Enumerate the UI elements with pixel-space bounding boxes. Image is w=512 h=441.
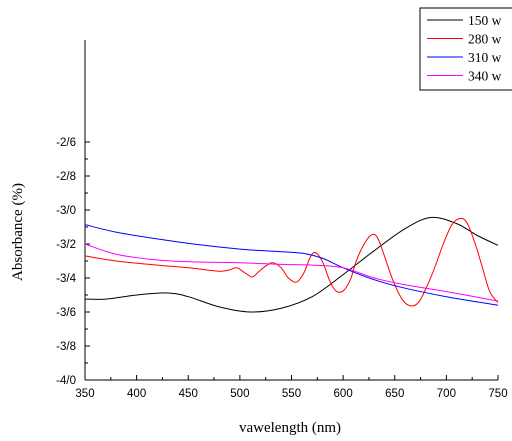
- y-axis: -4/0 -3/8 -3/6 -3/4 -3/2 -3/0 -2/8 -2/6: [56, 137, 90, 387]
- series-layer: [84, 216, 499, 313]
- x-tick-label: 700: [437, 388, 456, 400]
- y-tick-label: -2/6: [56, 137, 76, 149]
- x-axis: 350 400 450 500 550 600 650 700 750: [75, 375, 508, 400]
- y-tick-label: -3/4: [56, 273, 76, 285]
- legend-label: 150 w: [468, 13, 502, 28]
- x-tick-label: 600: [334, 388, 353, 400]
- series-line-1: [84, 216, 499, 313]
- plot-frame: [84, 40, 498, 381]
- legend-label: 280 w: [468, 32, 502, 47]
- series-line-3: [84, 224, 499, 306]
- legend-box: [419, 7, 512, 91]
- x-tick-label: 500: [230, 388, 249, 400]
- y-tick-label: -3/2: [56, 239, 76, 251]
- y-tick-label: -4/0: [56, 375, 76, 387]
- x-tick-label: 450: [179, 388, 198, 400]
- x-axis-title: vawelength (nm): [239, 420, 341, 436]
- x-tick-label: 550: [282, 388, 301, 400]
- series-line-4: [84, 243, 499, 302]
- y-tick-label: -3/6: [56, 307, 76, 319]
- x-tick-label: 650: [385, 388, 404, 400]
- y-tick-label: -3/8: [56, 341, 76, 353]
- y-tick-label: -2/8: [56, 171, 76, 183]
- legend-label: 340 w: [468, 69, 502, 84]
- x-tick-label: 750: [488, 388, 507, 400]
- x-tick-label: 400: [127, 388, 146, 400]
- series-line-2: [84, 217, 499, 307]
- y-axis-title: Absorbance (%): [10, 183, 26, 281]
- legend: 150 w 280 w 310 w 340 w: [419, 7, 512, 91]
- legend-label: 310 w: [468, 50, 502, 65]
- y-tick-label: -3/0: [56, 205, 76, 217]
- x-tick-label: 350: [75, 388, 94, 400]
